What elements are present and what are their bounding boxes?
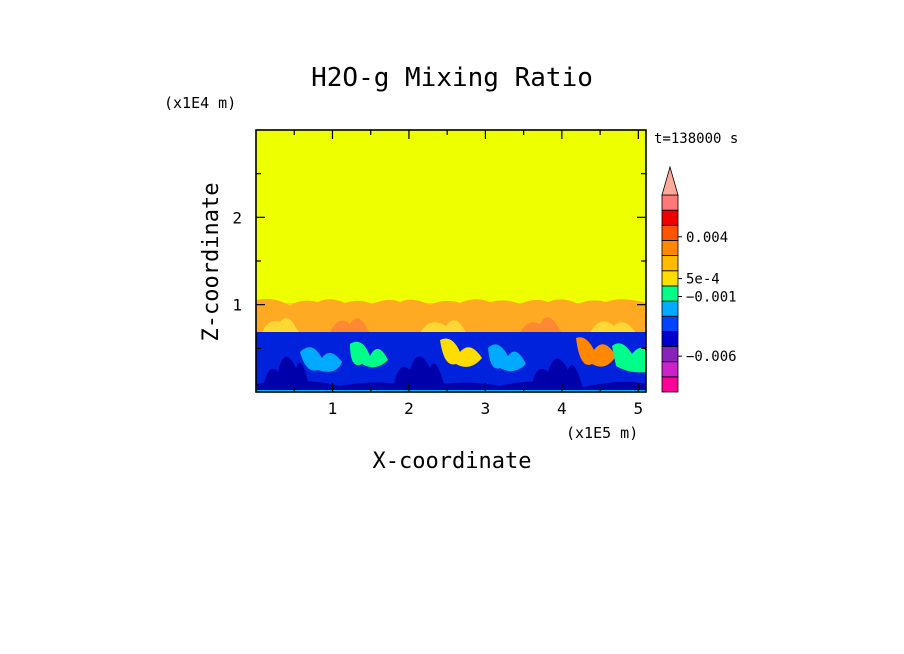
colorbar-segment	[661, 300, 679, 317]
colorbar-segment	[661, 285, 679, 302]
chart-title: H2O-g Mixing Ratio	[311, 63, 593, 93]
y-axis-ticks: 12	[232, 173, 646, 349]
x-axis-ticks: 1 2 3 4 5	[293, 130, 644, 418]
x-tick-label: 5	[634, 399, 644, 418]
y-axis-label: Z-coordinate	[199, 183, 224, 342]
x-axis-unit: (x1E5 m)	[566, 424, 638, 442]
x-tick-label: 2	[404, 399, 414, 418]
upper-layer-region	[256, 130, 646, 305]
colorbar-label: 0.004	[686, 230, 728, 246]
colorbar-segment	[661, 361, 679, 378]
colorbar-segment	[661, 224, 679, 241]
y-axis-unit: (x1E4 m)	[164, 94, 236, 112]
colorbar-segment	[661, 255, 679, 272]
colorbar-segment	[661, 209, 679, 226]
x-axis-label: X-coordinate	[373, 449, 532, 474]
y-tick-label: 1	[232, 296, 242, 315]
colorbar-segment	[661, 194, 679, 211]
colorbar-label: −0.006	[686, 349, 737, 365]
time-label: t=138000 s	[654, 131, 738, 147]
colorbar-segment	[661, 376, 679, 393]
colorbar: 0.004 5e-4−0.001 −0.006	[661, 165, 737, 393]
colorbar-segment	[661, 270, 679, 287]
plot-field	[256, 130, 646, 392]
x-tick-label: 3	[481, 399, 491, 418]
colorbar-segment	[661, 315, 679, 332]
colorbar-label: 5e-4	[686, 272, 720, 288]
colorbar-segment	[661, 346, 679, 363]
x-tick-label: 1	[328, 399, 338, 418]
colorbar-overflow-arrow	[661, 165, 679, 196]
lower-layer-region	[256, 332, 646, 392]
colorbar-segment	[661, 330, 679, 347]
colorbar-label: −0.001	[686, 289, 737, 305]
colorbar-segment	[661, 240, 679, 257]
y-tick-label: 2	[232, 208, 242, 227]
x-tick-label: 4	[557, 399, 567, 418]
transition-layer-region	[256, 298, 646, 333]
